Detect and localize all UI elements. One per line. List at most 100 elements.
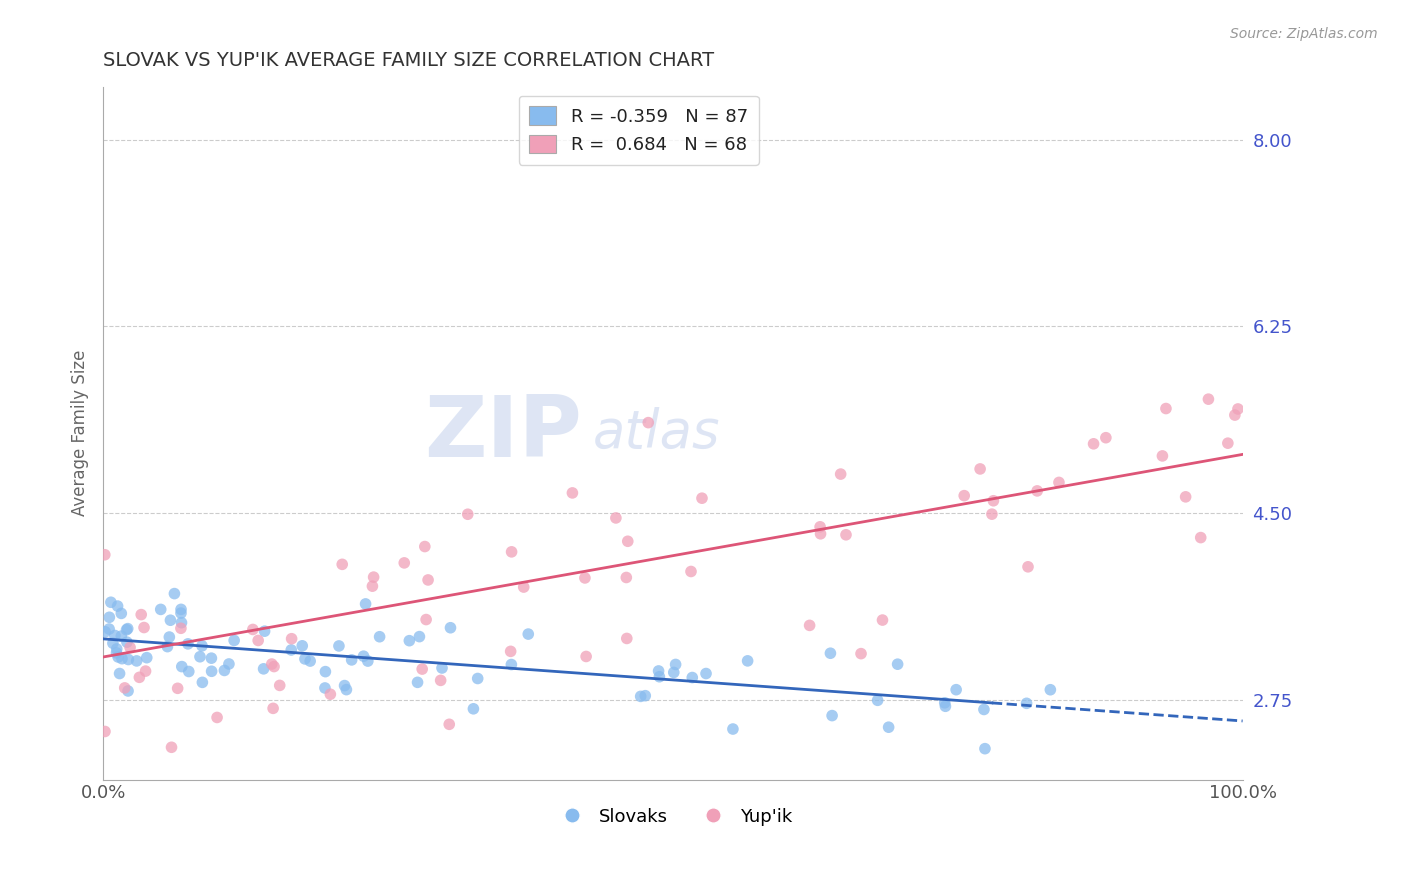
Point <box>247 633 270 648</box>
Point <box>104 628 127 642</box>
Point <box>679 565 702 579</box>
Point <box>128 670 150 684</box>
Point <box>463 702 485 716</box>
Point <box>163 586 186 600</box>
Point <box>253 624 276 639</box>
Point <box>398 633 420 648</box>
Point <box>849 647 872 661</box>
Legend: Slovaks, Yup'ik: Slovaks, Yup'ik <box>547 800 800 833</box>
Point <box>135 650 157 665</box>
Point <box>973 702 995 716</box>
Point <box>616 534 638 549</box>
Point <box>115 635 138 649</box>
Point <box>983 493 1005 508</box>
Point <box>120 640 142 655</box>
Point <box>721 722 744 736</box>
Point <box>665 657 688 672</box>
Point <box>810 526 832 541</box>
Point <box>616 632 638 646</box>
Point <box>111 651 134 665</box>
Point <box>1223 408 1246 422</box>
Point <box>799 618 821 632</box>
Point <box>94 624 117 639</box>
Point <box>269 678 291 692</box>
Point <box>1039 682 1062 697</box>
Point <box>94 724 117 739</box>
Point <box>737 654 759 668</box>
Point <box>1189 531 1212 545</box>
Point <box>637 416 659 430</box>
Point <box>512 580 534 594</box>
Point <box>177 637 200 651</box>
Text: SLOVAK VS YUP'IK AVERAGE FAMILY SIZE CORRELATION CHART: SLOVAK VS YUP'IK AVERAGE FAMILY SIZE COR… <box>103 51 714 70</box>
Point <box>368 630 391 644</box>
Point <box>945 682 967 697</box>
Point <box>117 684 139 698</box>
Point <box>166 681 188 696</box>
Point <box>429 673 451 688</box>
Point <box>114 681 136 695</box>
Text: atlas: atlas <box>593 407 721 459</box>
Point <box>1026 483 1049 498</box>
Point <box>98 610 121 624</box>
Point <box>1015 696 1038 710</box>
Point <box>200 651 222 665</box>
Point <box>630 690 652 704</box>
Point <box>415 613 437 627</box>
Point <box>690 491 713 506</box>
Point <box>117 622 139 636</box>
Point <box>1216 436 1239 450</box>
Point <box>413 540 436 554</box>
Point <box>501 545 523 559</box>
Point <box>439 717 461 731</box>
Point <box>886 657 908 672</box>
Point <box>218 657 240 671</box>
Point <box>340 653 363 667</box>
Point <box>170 659 193 673</box>
Point <box>517 627 540 641</box>
Point <box>1047 475 1070 490</box>
Point <box>177 665 200 679</box>
Point <box>314 681 336 695</box>
Point <box>115 623 138 637</box>
Point <box>953 489 976 503</box>
Point <box>647 664 669 678</box>
Point <box>1226 401 1249 416</box>
Point <box>1197 392 1219 406</box>
Point <box>574 571 596 585</box>
Point <box>1083 437 1105 451</box>
Point <box>170 615 193 630</box>
Point <box>980 507 1002 521</box>
Point <box>363 570 385 584</box>
Point <box>499 644 522 658</box>
Point <box>299 654 322 668</box>
Point <box>170 621 193 635</box>
Point <box>353 649 375 664</box>
Point <box>157 630 180 644</box>
Point <box>160 740 183 755</box>
Point <box>191 639 214 653</box>
Point <box>333 679 356 693</box>
Point <box>107 650 129 665</box>
Point <box>105 646 128 660</box>
Point <box>1152 449 1174 463</box>
Point <box>224 633 246 648</box>
Point <box>262 701 284 715</box>
Point <box>110 629 132 643</box>
Point <box>188 649 211 664</box>
Point <box>94 548 117 562</box>
Point <box>149 602 172 616</box>
Point <box>328 639 350 653</box>
Point <box>1154 401 1177 416</box>
Point <box>101 636 124 650</box>
Point <box>872 613 894 627</box>
Point <box>280 632 302 646</box>
Point <box>159 613 181 627</box>
Point <box>125 654 148 668</box>
Point <box>110 607 132 621</box>
Point <box>394 556 416 570</box>
Point <box>205 710 228 724</box>
Point <box>98 622 121 636</box>
Y-axis label: Average Family Size: Average Family Size <box>72 350 89 516</box>
Point <box>156 640 179 654</box>
